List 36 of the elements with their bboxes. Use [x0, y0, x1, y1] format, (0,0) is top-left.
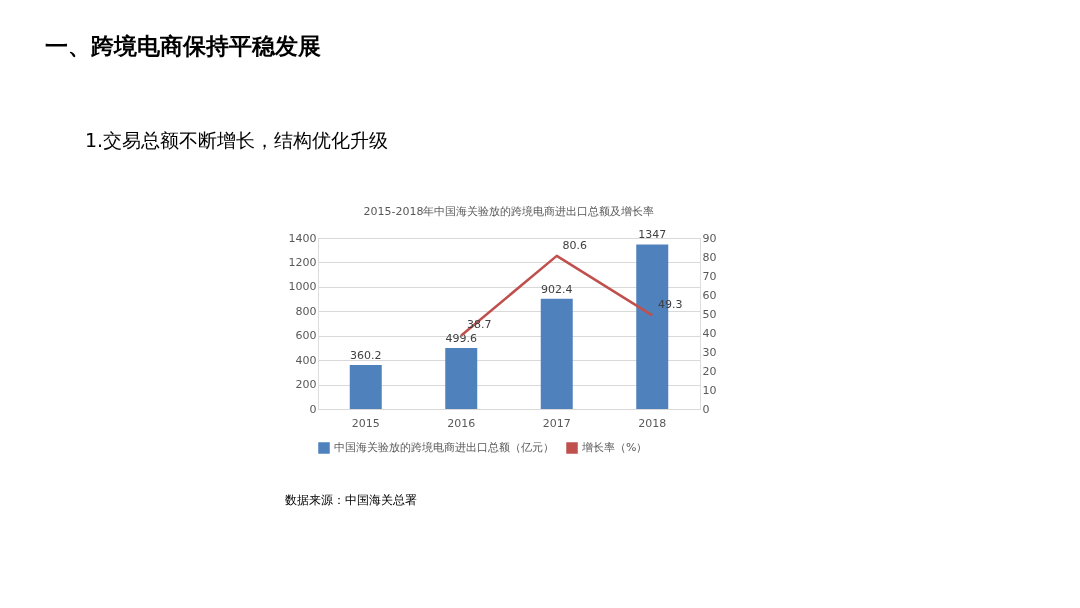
y2-tick-label: 20	[702, 364, 717, 378]
y-tick-label: 600	[295, 329, 317, 343]
y2-tick-label: 60	[702, 288, 717, 302]
y-tick-label: 200	[295, 378, 317, 392]
y2-tick-label: 0	[702, 402, 710, 416]
y2-tick-label: 90	[702, 231, 717, 245]
y2-tick-label: 70	[702, 269, 717, 283]
data-label: 80.6	[562, 238, 587, 252]
bar	[445, 347, 478, 409]
bar	[540, 298, 573, 409]
y2-tick-label: 40	[702, 326, 717, 340]
y-tick-label: 800	[295, 304, 317, 318]
y2-tick-label: 10	[702, 383, 717, 397]
data-label: 499.6	[445, 331, 477, 345]
x-tick-label: 2016	[447, 416, 476, 430]
y2-tick-label: 30	[702, 345, 717, 359]
data-label: 902.4	[541, 282, 573, 296]
bar	[349, 365, 382, 409]
y2-tick-label: 80	[702, 250, 717, 264]
y-tick-label: 1400	[288, 231, 317, 245]
source-note: 数据来源：中国海关总署	[285, 493, 417, 507]
y-tick-label: 1200	[288, 255, 317, 269]
y-tick-label: 400	[295, 353, 317, 367]
text: 1.交易总额不断增长，结构优化升级	[85, 129, 389, 151]
y-tick-label: 0	[309, 402, 317, 416]
data-label: 360.2	[350, 349, 382, 362]
chart-title: 2015-2018年中国海关验放的跨境电商进出口总额及增长率	[363, 205, 655, 218]
x-tick-label: 2017	[542, 416, 571, 430]
y2-tick-label: 50	[702, 307, 717, 321]
y-tick-label: 1000	[288, 280, 317, 294]
x-tick-label: 2015	[351, 416, 380, 430]
text: 一、跨境电商保持平稳发展	[45, 33, 321, 59]
x-tick-label: 2018	[638, 416, 667, 430]
data-label: 1347	[638, 228, 667, 242]
legend-label: 中国海关验放的跨境电商进出口总额（亿元）	[334, 441, 554, 454]
legend-label: 增长率（%）	[581, 441, 648, 454]
